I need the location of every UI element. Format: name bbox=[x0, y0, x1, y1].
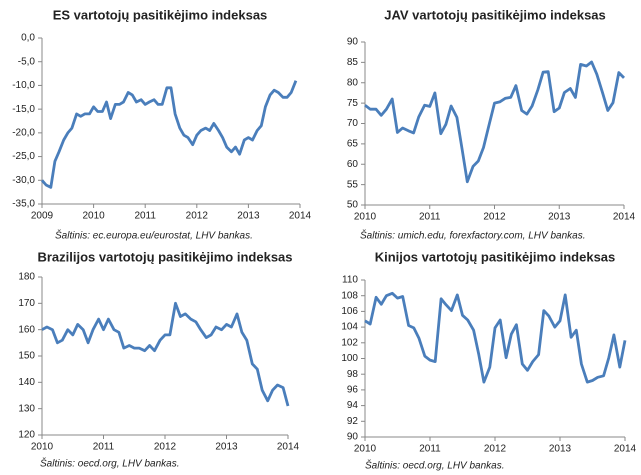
y-tick-label: 60 bbox=[347, 159, 359, 170]
source-note: Šaltinis: oecd.org, LHV bankas. bbox=[365, 459, 505, 472]
y-tick-label: 98 bbox=[347, 369, 359, 380]
x-tick-label: 2012 bbox=[484, 444, 507, 455]
chart-panel: JAV vartotojų pasitikėjimo indeksas 50 55 6… bbox=[347, 7, 636, 241]
data-line bbox=[41, 301, 290, 407]
y-tick-label: -5,0 bbox=[18, 56, 36, 67]
x-tick-label: 2014 bbox=[277, 442, 300, 453]
source-note: Šaltinis: ec.europa.eu/eurostat, LHV ban… bbox=[55, 229, 253, 242]
y-tick-label: -30,0 bbox=[12, 175, 35, 186]
y-tick-label: 0,0 bbox=[21, 33, 35, 44]
x-tick-label: 2013 bbox=[548, 212, 571, 223]
y-tick-label: 55 bbox=[347, 179, 359, 190]
chart-panel: Kinijos vartotojų pasitikėjimo indeksas 9… bbox=[341, 249, 636, 471]
chart-panel: Brazilijos vartotojų pasitikėjimo indeks… bbox=[18, 249, 299, 469]
chart-title: Brazilijos vartotojų pasitikėjimo indeks… bbox=[37, 249, 292, 264]
x-tick-label: 2010 bbox=[82, 211, 105, 222]
y-tick-label: 130 bbox=[18, 403, 35, 414]
x-tick-label: 2011 bbox=[93, 442, 115, 453]
x-tick-label: 2011 bbox=[419, 212, 441, 223]
y-tick-label: 50 bbox=[347, 200, 359, 211]
y-tick-label: -15,0 bbox=[12, 104, 35, 115]
x-tick-label: 2013 bbox=[549, 444, 572, 455]
y-tick-label: 104 bbox=[341, 322, 358, 333]
y-tick-label: 90 bbox=[347, 37, 359, 48]
x-tick-label: 2012 bbox=[483, 212, 506, 223]
y-tick-label: 140 bbox=[18, 377, 35, 388]
chart-title: JAV vartotojų pasitikėjimo indeksas bbox=[384, 7, 606, 22]
y-tick-label: 170 bbox=[18, 298, 35, 309]
y-tick-label: 120 bbox=[18, 430, 35, 441]
x-tick-label: 2014 bbox=[614, 444, 637, 455]
chart-title: ES vartotojų pasitikėjimo indeksas bbox=[53, 7, 268, 22]
data-line bbox=[40, 80, 298, 189]
y-tick-label: 108 bbox=[341, 290, 358, 301]
source-note: Šaltinis: oecd.org, LHV bankas. bbox=[40, 457, 180, 470]
y-tick-label: 94 bbox=[347, 400, 359, 411]
x-tick-label: 2011 bbox=[134, 211, 156, 222]
y-tick-label: 110 bbox=[342, 275, 358, 286]
x-tick-label: 2012 bbox=[186, 211, 209, 222]
y-tick-label: 75 bbox=[347, 98, 359, 109]
y-tick-label: 150 bbox=[18, 351, 35, 362]
y-tick-label: 80 bbox=[347, 77, 359, 88]
chart-title: Kinijos vartotojų pasitikėjimo indeksas bbox=[375, 249, 616, 264]
data-line bbox=[364, 60, 625, 184]
chart-panel: ES vartotojų pasitikėjimo indeksas 0,0 -5,… bbox=[12, 7, 311, 241]
y-tick-label: 180 bbox=[18, 272, 35, 283]
x-tick-label: 2013 bbox=[215, 442, 238, 453]
y-tick-label: -35,0 bbox=[12, 199, 35, 210]
x-tick-label: 2009 bbox=[31, 211, 54, 222]
y-tick-label: 160 bbox=[18, 324, 35, 335]
x-tick-label: 2010 bbox=[354, 212, 377, 223]
y-tick-label: 96 bbox=[347, 385, 359, 396]
x-tick-label: 2011 bbox=[419, 444, 441, 455]
y-tick-label: 102 bbox=[341, 337, 358, 348]
y-tick-label: -10,0 bbox=[12, 80, 35, 91]
x-tick-label: 2013 bbox=[237, 211, 260, 222]
y-tick-label: 92 bbox=[347, 416, 359, 427]
y-tick-label: -20,0 bbox=[12, 127, 35, 138]
y-tick-label: 70 bbox=[347, 118, 359, 129]
x-tick-label: 2010 bbox=[354, 444, 377, 455]
x-tick-label: 2014 bbox=[613, 212, 636, 223]
y-tick-label: 90 bbox=[347, 432, 359, 443]
y-tick-label: -25,0 bbox=[12, 151, 35, 162]
y-tick-label: 106 bbox=[341, 306, 358, 317]
y-tick-label: 85 bbox=[347, 57, 359, 68]
x-tick-label: 2012 bbox=[154, 442, 177, 453]
x-tick-label: 2010 bbox=[31, 442, 54, 453]
y-tick-label: 65 bbox=[347, 139, 359, 150]
source-note: Šaltinis: umich.edu, forexfactory.com, L… bbox=[360, 229, 585, 242]
y-tick-label: 100 bbox=[341, 353, 358, 364]
x-tick-label: 2014 bbox=[289, 211, 312, 222]
data-line bbox=[364, 291, 627, 384]
